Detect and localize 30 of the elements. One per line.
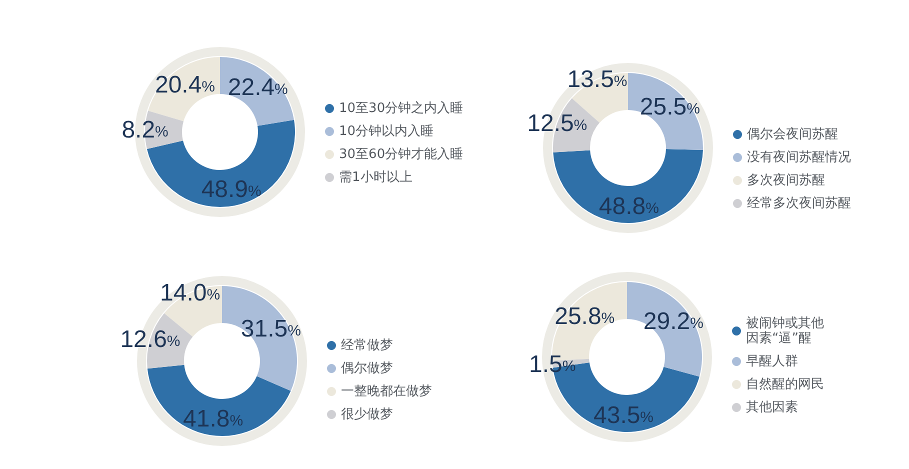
legend-label: 需1小时以上 [339, 170, 412, 185]
legend-label: 经常多次夜间苏醒 [747, 195, 851, 211]
data-label: 48.9% [201, 176, 262, 203]
data-label: 43.5% [593, 402, 654, 429]
legend-label: 没有夜间苏醒情况 [747, 149, 851, 165]
legend-label: 自然醒的网民 [746, 377, 824, 392]
legend-label: 被闹钟或其他因素“逼”醒 [746, 316, 824, 346]
legend-label: 多次夜间苏醒 [747, 172, 825, 188]
data-label: 25.8% [554, 303, 615, 330]
data-label: 8.2% [122, 116, 168, 144]
legend-label: 偶尔会夜间苏醒 [747, 126, 838, 142]
legend-label: 30至60分钟才能入睡 [339, 147, 464, 162]
data-label: 48.8% [598, 192, 659, 220]
data-label: 31.5% [240, 315, 301, 342]
legend-label: 10分钟以内入睡 [339, 124, 434, 139]
data-label: 41.8% [182, 405, 244, 432]
data-label: 12.6% [120, 326, 180, 353]
legend-label: 很少做梦 [341, 407, 393, 422]
data-label: 25.5% [640, 94, 700, 121]
data-label: 20.4% [154, 72, 216, 99]
legend-label: 早醒人群 [746, 354, 798, 369]
legend-label: 10至30分钟之内入睡 [339, 101, 464, 116]
data-label: 14.0% [160, 280, 220, 307]
data-label: 13.5% [567, 66, 628, 94]
legend-label: 偶尔做梦 [341, 361, 393, 376]
legend-label: 一整晚都在做梦 [341, 384, 432, 399]
data-label: 29.2% [643, 308, 704, 335]
legend-label: 经常做梦 [341, 338, 393, 353]
data-label: 12.5% [527, 110, 588, 137]
legend-label: 其他因素 [746, 400, 798, 415]
